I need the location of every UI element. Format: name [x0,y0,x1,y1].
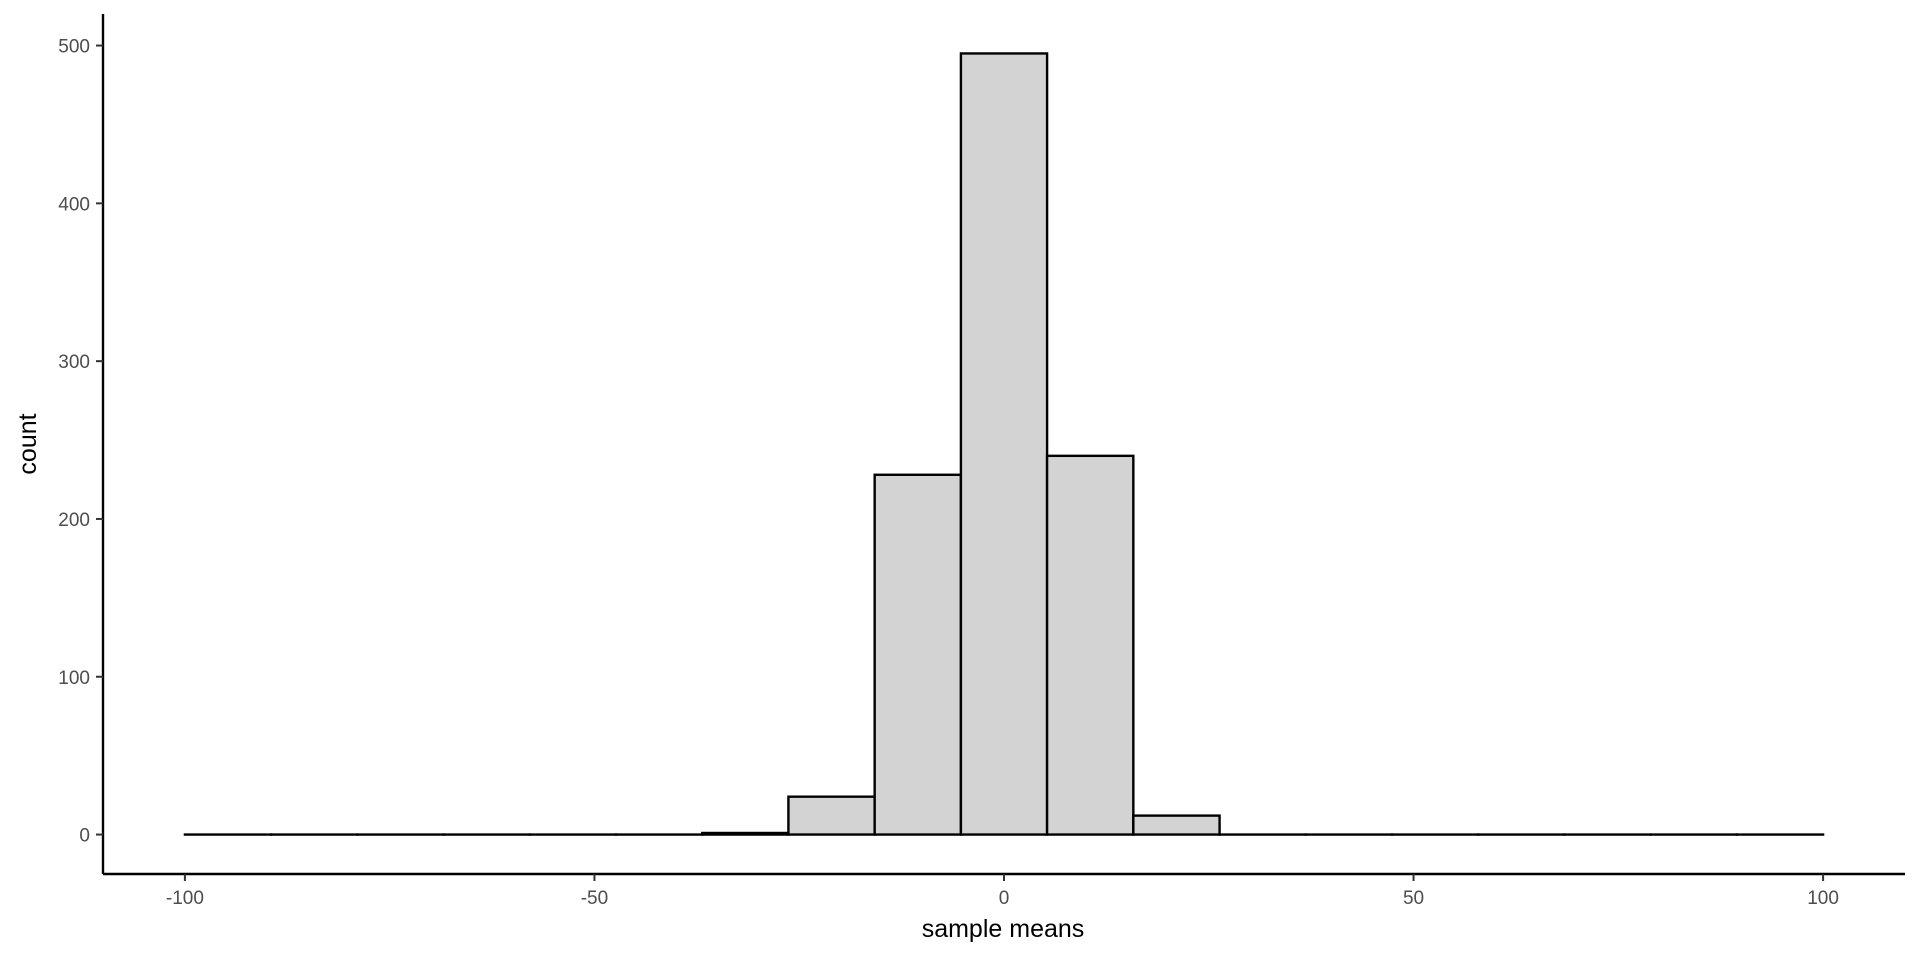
x-tick-label: -50 [581,888,608,909]
histogram-bar [1045,454,1135,836]
y-axis-title: count [14,413,42,474]
histogram-bar [701,831,790,836]
histogram-bar [787,795,876,836]
y-tick-label: 0 [79,826,90,847]
x-tick-label: -100 [166,888,204,909]
x-tick-label: 50 [1403,888,1424,909]
histogram-bar [873,473,963,836]
y-tick-label: 300 [58,352,90,373]
x-axis-title: sample means [922,915,1085,943]
y-tick-label: 100 [58,668,90,689]
x-tick-label: 0 [999,888,1010,909]
y-tick-label: 200 [58,510,90,531]
histogram-bar [1132,814,1221,836]
x-tick-label: 100 [1807,888,1839,909]
y-tick-label: 500 [58,37,90,58]
histogram-bar [959,52,1049,836]
bars-layer [183,52,1825,836]
ticks-layer: -100 -50 0 50 100 0 100 200 300 400 500 [58,37,1839,909]
y-tick-label: 400 [58,194,90,215]
